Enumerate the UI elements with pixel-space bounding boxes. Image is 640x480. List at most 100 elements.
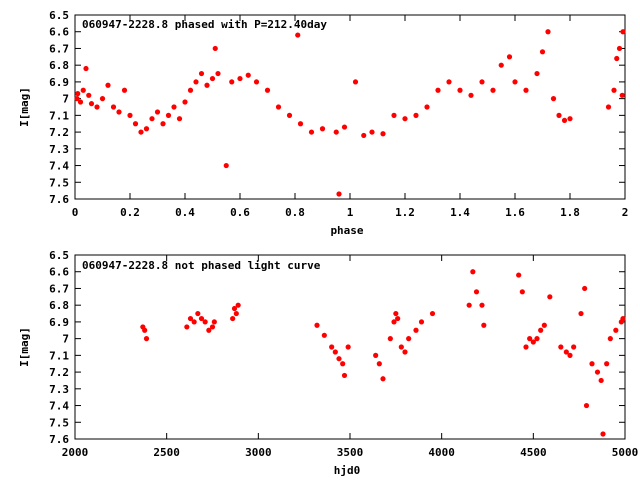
unphased-data-point — [466, 302, 472, 308]
phased-data-point — [611, 87, 617, 93]
unphased-data-point — [231, 305, 238, 312]
phased-x-tick-label: 1.2 — [395, 206, 415, 219]
unphased-data-point — [530, 339, 536, 345]
unphased-data-point — [534, 336, 540, 342]
phased-data-point — [171, 104, 177, 110]
unphased-data-point — [142, 327, 148, 333]
phased-data-point — [182, 99, 188, 105]
phased-y-tick-label: 7.1 — [49, 109, 69, 122]
phased-y-tick-label: 7.3 — [49, 143, 69, 156]
phased-data-point — [619, 92, 625, 98]
phased-data-point — [341, 124, 348, 130]
unphased-x-ticks: 2000 2500 3000 3500 4000 4500 5000 — [62, 255, 639, 459]
phased-data-point — [567, 116, 573, 122]
unphased-data-point — [230, 315, 236, 322]
phased-data-point — [620, 29, 626, 35]
unphased-data-point — [376, 361, 382, 367]
phased-y-ticks: 6.5 6.6 6.7 6.8 6.9 7 7.1 7.2 7.3 7.4 7.5 7.6 — [49, 9, 625, 206]
phased-data-point — [75, 91, 81, 97]
unphased-data-point — [373, 352, 379, 358]
unphased-y-tick-label: 7.1 — [49, 349, 69, 362]
phased-data-point — [614, 55, 620, 62]
unphased-y-tick-label: 7.2 — [49, 366, 69, 379]
unphased-y-axis-label: I[mag] — [18, 327, 31, 367]
phased-data-point — [77, 99, 84, 105]
phased-data-point — [193, 79, 199, 85]
phased-data-point — [616, 45, 623, 52]
phased-data-point — [297, 121, 304, 127]
unphased-x-tick-label: 2000 — [62, 446, 89, 459]
unphased-data-point — [538, 327, 544, 333]
unphased-data-point — [332, 349, 338, 355]
phased-data-point — [534, 70, 540, 77]
phased-data-point — [121, 87, 128, 93]
unphased-data-point — [406, 336, 412, 342]
unphased-x-tick-label: 4000 — [428, 446, 455, 459]
unphased-y-tick-label: 7.4 — [49, 400, 69, 413]
unphased-data-point — [184, 324, 190, 330]
phased-data-point — [105, 82, 111, 88]
phased-data-point — [149, 116, 155, 122]
phased-x-tick-label: 1.8 — [560, 206, 580, 219]
phased-x-tick-label: 2 — [622, 206, 629, 219]
phased-data-point — [275, 104, 282, 110]
unphased-data-point — [613, 327, 619, 333]
phased-data-point — [253, 79, 260, 85]
unphased-data-point — [202, 319, 208, 325]
unphased-data-point — [527, 336, 533, 342]
unphased-data-point — [578, 310, 584, 317]
phased-data-point — [333, 129, 339, 135]
unphased-data-point — [314, 322, 320, 328]
unphased-data-point — [235, 302, 241, 308]
unphased-data-point — [516, 272, 522, 278]
phased-data-point — [556, 112, 562, 118]
phased-y-tick-label: 7.6 — [49, 193, 69, 206]
phased-data-point — [605, 104, 612, 110]
phased-y-tick-label: 7 — [62, 93, 69, 106]
phased-data-point — [74, 96, 80, 102]
unphased-data-point — [387, 336, 393, 342]
unphased-data-point — [340, 361, 346, 367]
unphased-y-tick-label: 6.6 — [49, 266, 69, 279]
phased-data-point — [229, 79, 235, 85]
unphased-y-tick-label: 6.9 — [49, 316, 69, 329]
phased-y-tick-label: 6.8 — [49, 59, 69, 72]
phased-data-point — [143, 126, 150, 132]
phased-plot-frame — [74, 14, 626, 200]
unphased-y-ticks: 6.5 6.6 6.7 6.8 6.9 7 7.1 7.2 7.3 7.4 7.5 7.6 — [49, 249, 625, 446]
phased-data-point — [561, 117, 568, 123]
unphased-data-point — [429, 310, 436, 317]
phased-x-tick-label: 0.2 — [120, 206, 140, 219]
phased-x-tick-label: 0 — [72, 206, 79, 219]
unphased-data-point — [391, 319, 397, 325]
unphased-data-point — [395, 315, 401, 322]
phased-data-point — [352, 79, 359, 85]
phased-data-point — [391, 112, 397, 118]
unphased-y-tick-label: 7.5 — [49, 416, 69, 429]
phased-data-point — [380, 131, 386, 137]
phased-data-point — [545, 29, 551, 35]
phased-data-point — [86, 92, 92, 98]
phased-data-point — [212, 45, 218, 52]
unphased-data-point — [523, 344, 529, 350]
unphased-y-tick-label: 7.3 — [49, 383, 69, 396]
unphased-data-point — [594, 369, 601, 375]
phased-data-point — [94, 104, 100, 110]
phased-data-point — [479, 79, 485, 85]
unphased-x-tick-label: 4500 — [520, 446, 547, 459]
phased-data-point — [215, 70, 221, 77]
unphased-data-point — [481, 322, 487, 328]
unphased-data-point — [567, 352, 573, 358]
phased-y-tick-label: 6.7 — [49, 42, 69, 55]
unphased-data-point — [607, 336, 613, 342]
phased-light-curve-panel: 0 0.2 0.4 0.6 0.8 1 1.2 1.4 1.6 1.8 2 6.5 6.6 6.7 6.8… — [18, 9, 628, 237]
phased-y-tick-label: 7.5 — [49, 176, 69, 189]
phased-y-tick-label: 6.9 — [49, 76, 69, 89]
unphased-data-point — [211, 319, 217, 325]
unphased-x-tick-label: 2500 — [153, 446, 180, 459]
phased-x-tick-label: 0.8 — [285, 206, 305, 219]
unphased-x-tick-label: 5000 — [612, 446, 639, 459]
unphased-x-tick-label: 3000 — [245, 446, 272, 459]
phased-data-point — [539, 49, 546, 55]
phased-data-point — [245, 72, 251, 78]
